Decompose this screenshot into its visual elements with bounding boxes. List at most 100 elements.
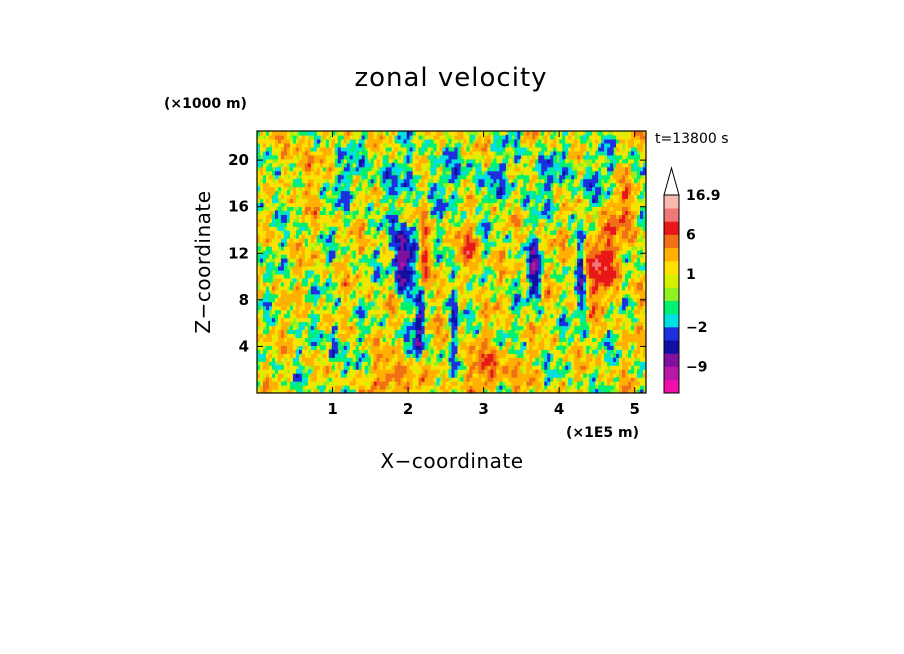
field-cell: [349, 337, 354, 342]
field-cell: [319, 369, 324, 374]
field-cell: [430, 297, 435, 303]
field-cell: [310, 265, 315, 271]
field-cell: [307, 377, 312, 382]
field-cell: [370, 210, 375, 215]
field-cell: [379, 214, 384, 219]
field-cell: [331, 190, 336, 196]
field-cell: [355, 301, 360, 307]
field-cell: [502, 238, 506, 243]
field-cell: [274, 285, 279, 291]
field-cell: [469, 198, 474, 204]
field-cell: [376, 389, 381, 393]
field-cell: [436, 345, 441, 350]
field-cell: [301, 281, 306, 287]
field-cell: [289, 170, 294, 176]
field-cell: [442, 254, 447, 259]
field-cell: [274, 230, 279, 235]
field-cell: [457, 353, 462, 358]
field-cell: [340, 262, 345, 267]
field-cell: [499, 170, 503, 176]
field-cell: [355, 254, 360, 259]
field-cell: [373, 357, 378, 362]
field-cell: [418, 337, 423, 342]
field-cell: [379, 134, 384, 140]
field-cell: [301, 226, 306, 231]
field-cell: [475, 138, 480, 144]
field-cell: [463, 218, 468, 223]
field-cell: [349, 369, 354, 374]
field-cell: [331, 250, 336, 255]
field-cell: [415, 337, 420, 342]
field-cell: [292, 162, 297, 168]
field-cell: [280, 178, 285, 184]
field-cell: [430, 273, 435, 279]
field-cell: [265, 194, 270, 200]
field-cell: [454, 142, 459, 148]
field-cell: [403, 166, 408, 172]
field-cell: [280, 166, 285, 172]
field-cell: [421, 321, 426, 327]
field-cell: [403, 142, 408, 148]
field-cell: [421, 325, 426, 331]
field-cell: [325, 345, 330, 350]
field-cell: [292, 258, 297, 263]
field-cell: [295, 170, 300, 176]
field-cell: [370, 246, 375, 251]
field-cell: [430, 258, 435, 263]
field-cell: [451, 289, 456, 295]
field-cell: [268, 138, 273, 144]
field-cell: [292, 349, 297, 354]
field-cell: [502, 325, 506, 331]
field-cell: [418, 281, 423, 287]
field-cell: [322, 269, 327, 275]
field-cell: [481, 377, 486, 382]
field-cell: [364, 289, 369, 295]
field-cell: [385, 190, 390, 196]
field-cell: [257, 246, 261, 251]
field-cell: [322, 206, 327, 211]
field-cell: [289, 293, 294, 299]
field-cell: [457, 206, 462, 211]
field-cell: [283, 186, 288, 192]
field-cell: [493, 329, 497, 335]
field-cell: [439, 174, 444, 180]
field-cell: [298, 385, 303, 390]
field-cell: [412, 230, 417, 235]
field-cell: [388, 285, 393, 291]
field-cell: [289, 226, 294, 231]
field-cell: [415, 202, 420, 208]
field-cell: [457, 317, 462, 323]
field-cell: [295, 349, 300, 354]
field-cell: [379, 321, 384, 327]
field-cell: [385, 325, 390, 331]
field-cell: [406, 273, 411, 279]
field-cell: [493, 317, 497, 323]
field-cell: [427, 138, 432, 144]
field-cell: [430, 242, 435, 247]
field-cell: [463, 385, 468, 390]
field-cell: [328, 138, 333, 144]
field-cell: [496, 389, 500, 393]
field-cell: [421, 385, 426, 390]
field-cell: [502, 170, 506, 176]
field-cell: [478, 317, 483, 323]
field-cell: [493, 341, 497, 346]
field-cell: [472, 238, 477, 243]
field-cell: [340, 202, 345, 208]
field-cell: [337, 131, 342, 136]
field-cell: [355, 309, 360, 315]
field-cell: [475, 293, 480, 299]
field-cell: [403, 377, 408, 382]
field-cell: [307, 230, 312, 235]
field-cell: [490, 262, 494, 267]
field-cell: [490, 285, 494, 291]
field-cell: [298, 329, 303, 335]
field-cell: [451, 301, 456, 307]
field-cell: [349, 361, 354, 366]
field-cell: [499, 262, 503, 267]
field-cell: [322, 146, 327, 152]
field-cell: [325, 385, 330, 390]
field-cell: [385, 242, 390, 247]
field-cell: [271, 262, 276, 267]
field-cell: [346, 222, 351, 227]
